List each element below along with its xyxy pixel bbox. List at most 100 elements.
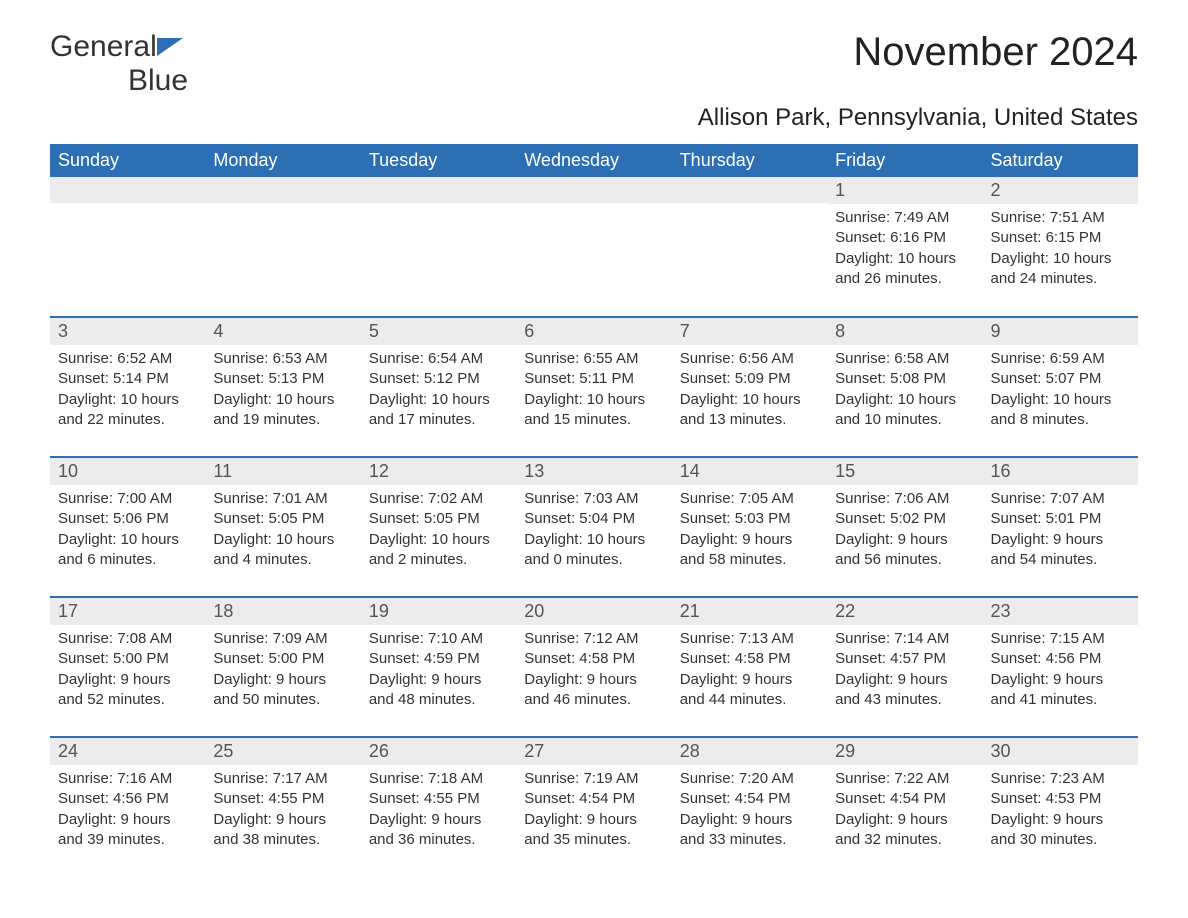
day-details: Sunrise: 7:03 AMSunset: 5:04 PMDaylight:… [516, 485, 671, 574]
calendar-cell: 3Sunrise: 6:52 AMSunset: 5:14 PMDaylight… [50, 317, 205, 457]
daylight-line: Daylight: 9 hours and 36 minutes. [369, 810, 508, 851]
weekday-header: Sunday [50, 144, 205, 177]
weekday-header: Wednesday [516, 144, 671, 177]
sunrise-line: Sunrise: 7:12 AM [524, 629, 663, 649]
sunrise-line: Sunrise: 6:55 AM [524, 349, 663, 369]
day-details: Sunrise: 7:16 AMSunset: 4:56 PMDaylight:… [50, 765, 205, 854]
sunset-line: Sunset: 5:00 PM [213, 649, 352, 669]
day-details: Sunrise: 7:07 AMSunset: 5:01 PMDaylight:… [983, 485, 1138, 574]
daylight-line: Daylight: 10 hours and 8 minutes. [991, 390, 1130, 431]
daylight-line: Daylight: 9 hours and 48 minutes. [369, 670, 508, 711]
sunrise-line: Sunrise: 7:19 AM [524, 769, 663, 789]
calendar-cell: 9Sunrise: 6:59 AMSunset: 5:07 PMDaylight… [983, 317, 1138, 457]
day-details: Sunrise: 7:17 AMSunset: 4:55 PMDaylight:… [205, 765, 360, 854]
daylight-line: Daylight: 9 hours and 38 minutes. [213, 810, 352, 851]
sunrise-line: Sunrise: 6:54 AM [369, 349, 508, 369]
calendar-cell: 30Sunrise: 7:23 AMSunset: 4:53 PMDayligh… [983, 737, 1138, 877]
day-details: Sunrise: 7:02 AMSunset: 5:05 PMDaylight:… [361, 485, 516, 574]
calendar-week: 17Sunrise: 7:08 AMSunset: 5:00 PMDayligh… [50, 597, 1138, 737]
calendar-cell: 26Sunrise: 7:18 AMSunset: 4:55 PMDayligh… [361, 737, 516, 877]
sunset-line: Sunset: 4:57 PM [835, 649, 974, 669]
daylight-line: Daylight: 9 hours and 41 minutes. [991, 670, 1130, 711]
sunset-line: Sunset: 4:58 PM [524, 649, 663, 669]
sunrise-line: Sunrise: 7:20 AM [680, 769, 819, 789]
sunset-line: Sunset: 5:01 PM [991, 509, 1130, 529]
calendar-cell: 16Sunrise: 7:07 AMSunset: 5:01 PMDayligh… [983, 457, 1138, 597]
daylight-line: Daylight: 9 hours and 58 minutes. [680, 530, 819, 571]
sunset-line: Sunset: 5:09 PM [680, 369, 819, 389]
day-number: 30 [983, 738, 1138, 765]
sunset-line: Sunset: 5:08 PM [835, 369, 974, 389]
calendar-cell [50, 177, 205, 317]
day-number: 13 [516, 458, 671, 485]
calendar-cell [672, 177, 827, 317]
day-details: Sunrise: 6:54 AMSunset: 5:12 PMDaylight:… [361, 345, 516, 434]
day-number: 18 [205, 598, 360, 625]
day-details: Sunrise: 7:12 AMSunset: 4:58 PMDaylight:… [516, 625, 671, 714]
day-details: Sunrise: 7:08 AMSunset: 5:00 PMDaylight:… [50, 625, 205, 714]
sunrise-line: Sunrise: 7:10 AM [369, 629, 508, 649]
calendar-week: 1Sunrise: 7:49 AMSunset: 6:16 PMDaylight… [50, 177, 1138, 317]
day-number: 1 [827, 177, 982, 204]
sunset-line: Sunset: 5:11 PM [524, 369, 663, 389]
daylight-line: Daylight: 9 hours and 43 minutes. [835, 670, 974, 711]
calendar-cell: 1Sunrise: 7:49 AMSunset: 6:16 PMDaylight… [827, 177, 982, 317]
sunrise-line: Sunrise: 7:23 AM [991, 769, 1130, 789]
sunrise-line: Sunrise: 7:08 AM [58, 629, 197, 649]
calendar-cell: 28Sunrise: 7:20 AMSunset: 4:54 PMDayligh… [672, 737, 827, 877]
calendar-week: 3Sunrise: 6:52 AMSunset: 5:14 PMDaylight… [50, 317, 1138, 457]
day-number: 29 [827, 738, 982, 765]
calendar-cell: 24Sunrise: 7:16 AMSunset: 4:56 PMDayligh… [50, 737, 205, 877]
calendar-cell: 17Sunrise: 7:08 AMSunset: 5:00 PMDayligh… [50, 597, 205, 737]
day-number: 10 [50, 458, 205, 485]
sunrise-line: Sunrise: 6:52 AM [58, 349, 197, 369]
empty-day [361, 177, 516, 203]
day-number: 9 [983, 318, 1138, 345]
calendar-cell: 5Sunrise: 6:54 AMSunset: 5:12 PMDaylight… [361, 317, 516, 457]
calendar-cell: 19Sunrise: 7:10 AMSunset: 4:59 PMDayligh… [361, 597, 516, 737]
day-details: Sunrise: 7:14 AMSunset: 4:57 PMDaylight:… [827, 625, 982, 714]
header: General Blue November 2024 [50, 30, 1138, 98]
sunrise-line: Sunrise: 7:00 AM [58, 489, 197, 509]
daylight-line: Daylight: 9 hours and 33 minutes. [680, 810, 819, 851]
calendar-cell [205, 177, 360, 317]
day-details: Sunrise: 6:52 AMSunset: 5:14 PMDaylight:… [50, 345, 205, 434]
day-details: Sunrise: 7:19 AMSunset: 4:54 PMDaylight:… [516, 765, 671, 854]
logo: General Blue [50, 30, 188, 98]
day-number: 5 [361, 318, 516, 345]
daylight-line: Daylight: 9 hours and 32 minutes. [835, 810, 974, 851]
sunset-line: Sunset: 5:12 PM [369, 369, 508, 389]
sunset-line: Sunset: 5:00 PM [58, 649, 197, 669]
day-details: Sunrise: 6:53 AMSunset: 5:13 PMDaylight:… [205, 345, 360, 434]
day-details: Sunrise: 7:15 AMSunset: 4:56 PMDaylight:… [983, 625, 1138, 714]
day-details: Sunrise: 7:01 AMSunset: 5:05 PMDaylight:… [205, 485, 360, 574]
weekday-header-row: SundayMondayTuesdayWednesdayThursdayFrid… [50, 144, 1138, 177]
day-details: Sunrise: 6:58 AMSunset: 5:08 PMDaylight:… [827, 345, 982, 434]
weekday-header: Tuesday [361, 144, 516, 177]
day-details: Sunrise: 7:10 AMSunset: 4:59 PMDaylight:… [361, 625, 516, 714]
day-number: 28 [672, 738, 827, 765]
logo-word-2: Blue [128, 64, 188, 97]
day-details: Sunrise: 6:59 AMSunset: 5:07 PMDaylight:… [983, 345, 1138, 434]
calendar-cell: 20Sunrise: 7:12 AMSunset: 4:58 PMDayligh… [516, 597, 671, 737]
sunset-line: Sunset: 5:03 PM [680, 509, 819, 529]
weekday-header: Saturday [983, 144, 1138, 177]
daylight-line: Daylight: 10 hours and 2 minutes. [369, 530, 508, 571]
sunrise-line: Sunrise: 7:17 AM [213, 769, 352, 789]
day-details: Sunrise: 7:22 AMSunset: 4:54 PMDaylight:… [827, 765, 982, 854]
sunrise-line: Sunrise: 7:07 AM [991, 489, 1130, 509]
sunset-line: Sunset: 4:54 PM [524, 789, 663, 809]
calendar-table: SundayMondayTuesdayWednesdayThursdayFrid… [50, 144, 1138, 877]
calendar-week: 24Sunrise: 7:16 AMSunset: 4:56 PMDayligh… [50, 737, 1138, 877]
sunrise-line: Sunrise: 7:22 AM [835, 769, 974, 789]
logo-text: General Blue [50, 30, 188, 98]
sunset-line: Sunset: 5:13 PM [213, 369, 352, 389]
day-number: 7 [672, 318, 827, 345]
day-number: 15 [827, 458, 982, 485]
day-details: Sunrise: 7:13 AMSunset: 4:58 PMDaylight:… [672, 625, 827, 714]
day-number: 8 [827, 318, 982, 345]
sunrise-line: Sunrise: 6:58 AM [835, 349, 974, 369]
calendar-cell: 12Sunrise: 7:02 AMSunset: 5:05 PMDayligh… [361, 457, 516, 597]
sunset-line: Sunset: 4:58 PM [680, 649, 819, 669]
calendar-cell: 15Sunrise: 7:06 AMSunset: 5:02 PMDayligh… [827, 457, 982, 597]
